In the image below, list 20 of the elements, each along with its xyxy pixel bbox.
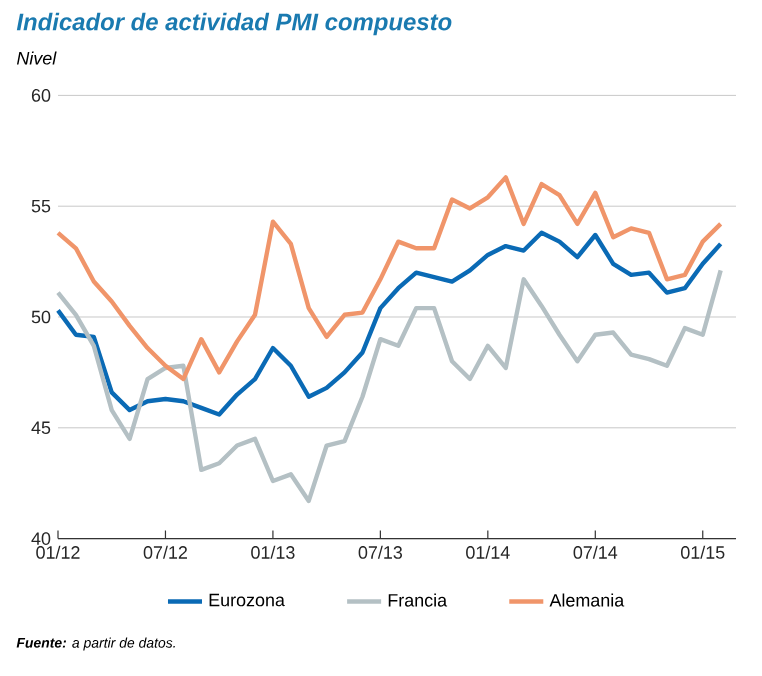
y-tick-label: 45 [31,421,51,435]
y-tick-label: 40 [31,532,51,545]
y-tick-label: 55 [31,199,51,213]
line-series [55,175,723,382]
chart-title: Indicador de actividad PMI compuesto [16,12,452,36]
y-axis-title: Nivel [16,51,57,65]
x-tick-label: 07/12 [143,545,187,559]
legend-label: Eurozona [209,593,285,607]
x-tick-label: 07/13 [358,545,403,559]
x-tick-label: 01/12 [36,545,80,559]
x-tick-label: 01/15 [681,545,725,559]
x-tick-label: 01/13 [251,545,295,559]
x-tick-label: 01/14 [466,545,510,559]
legend-label: Alemania [549,593,625,607]
line-series [55,230,723,417]
line-series [55,268,723,504]
y-tick-label: 50 [31,310,51,324]
x-tick-label: 07/14 [573,545,618,559]
legend-label: Francia [388,593,448,607]
y-tick-label: 60 [31,89,51,102]
